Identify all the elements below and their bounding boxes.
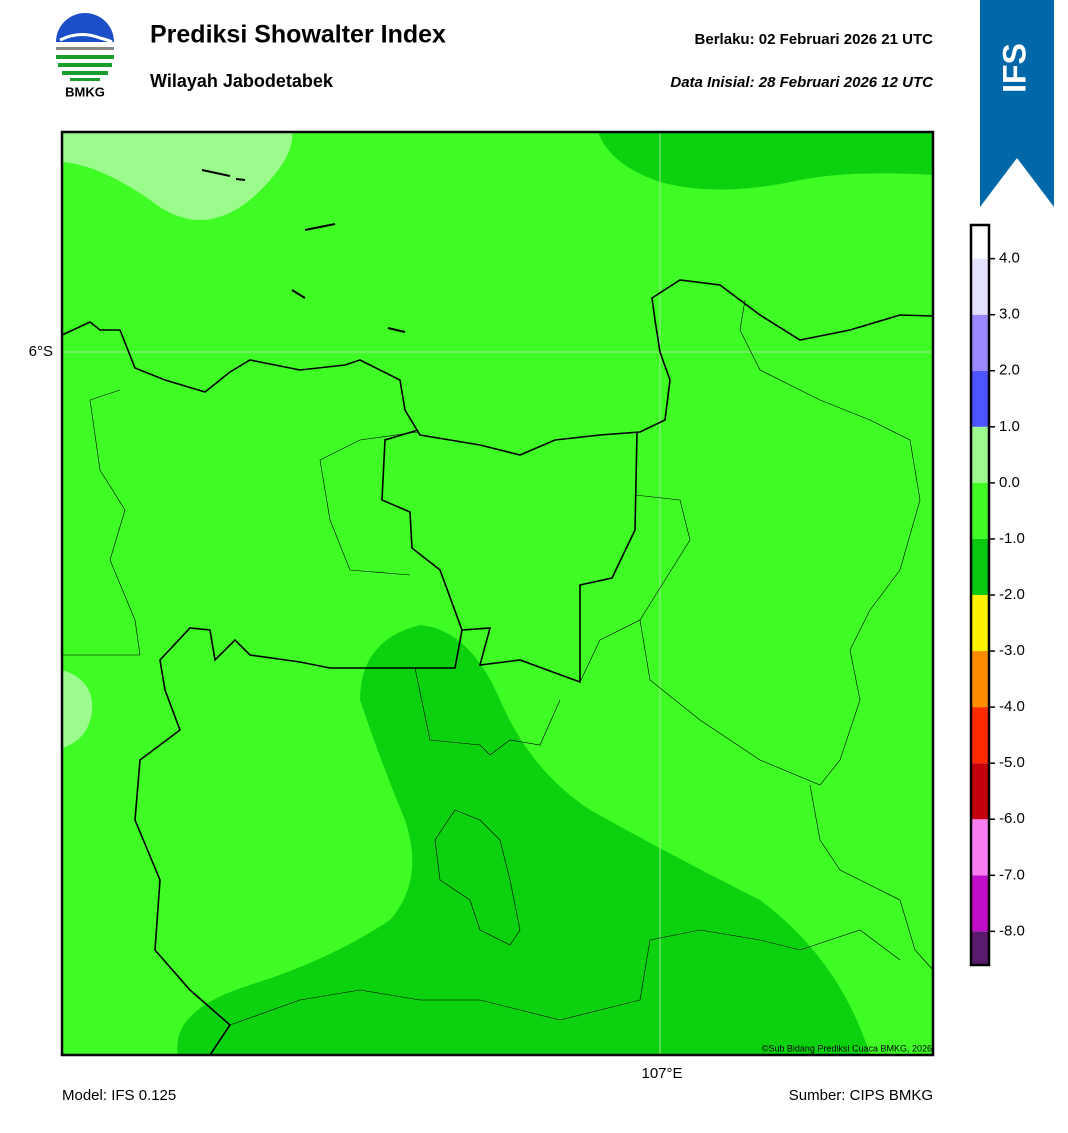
colorbar-tick-label: -7.0	[999, 866, 1025, 883]
colorbar-tick-label: 0.0	[999, 474, 1020, 491]
title: Prediksi Showalter Index	[150, 21, 446, 49]
footer-model: Model: IFS 0.125	[62, 1087, 176, 1104]
colorbar-segment	[971, 225, 989, 259]
colorbar-tick-label: -5.0	[999, 754, 1025, 771]
lon-label: 107°E	[641, 1065, 682, 1082]
colorbar-tick-label: -6.0	[999, 810, 1025, 827]
colorbar-segment	[971, 538, 989, 595]
colorbar-segment	[971, 370, 989, 427]
colorbar-tick-label: -1.0	[999, 530, 1025, 547]
map-frame	[60, 130, 935, 1057]
colorbar-segment	[971, 595, 989, 652]
footer-source: Sumber: CIPS BMKG	[789, 1087, 933, 1104]
colorbar-tick-label: -4.0	[999, 698, 1025, 715]
logo-text: BMKG	[65, 84, 105, 99]
colorbar-segment	[971, 875, 989, 932]
colorbar-tick-label: -3.0	[999, 642, 1025, 659]
colorbar-tick-label: -2.0	[999, 586, 1025, 603]
colorbar-segment	[971, 258, 989, 315]
colorbar-segment	[971, 314, 989, 371]
colorbar-segment	[971, 482, 989, 539]
colorbar-tick-label: 2.0	[999, 362, 1020, 379]
colorbar-tick-label: 3.0	[999, 306, 1020, 323]
credit: ©Sub Bidang Prediksi Cuaca BMKG, 2026	[762, 1043, 932, 1053]
model-badge	[980, 0, 1054, 207]
bmkg-logo	[56, 13, 114, 81]
model-badge-text: IFS	[996, 43, 1032, 93]
colorbar-tick-label: 1.0	[999, 418, 1020, 435]
colorbar-segment	[971, 763, 989, 820]
colorbar-segment	[971, 651, 989, 708]
initial-time: Data Inisial: 28 Februari 2026 12 UTC	[670, 74, 934, 91]
map	[62, 132, 933, 1055]
valid-time: Berlaku: 02 Februari 2026 21 UTC	[695, 31, 934, 48]
colorbar-segment	[971, 707, 989, 764]
colorbar-segment	[971, 819, 989, 876]
colorbar-segment	[971, 931, 989, 965]
colorbar-tick-label: -8.0	[999, 922, 1025, 939]
lat-label: 6°S	[29, 343, 53, 360]
colorbar: -8.0 -7.0 -6.0 -5.0 -4.0 -3.0 -2.0 -1.0 0.0 1.0 2.…	[969, 223, 1025, 967]
colorbar-segment	[971, 426, 989, 483]
subtitle: Wilayah Jabodetabek	[150, 71, 334, 91]
colorbar-tick-label: 4.0	[999, 250, 1020, 267]
